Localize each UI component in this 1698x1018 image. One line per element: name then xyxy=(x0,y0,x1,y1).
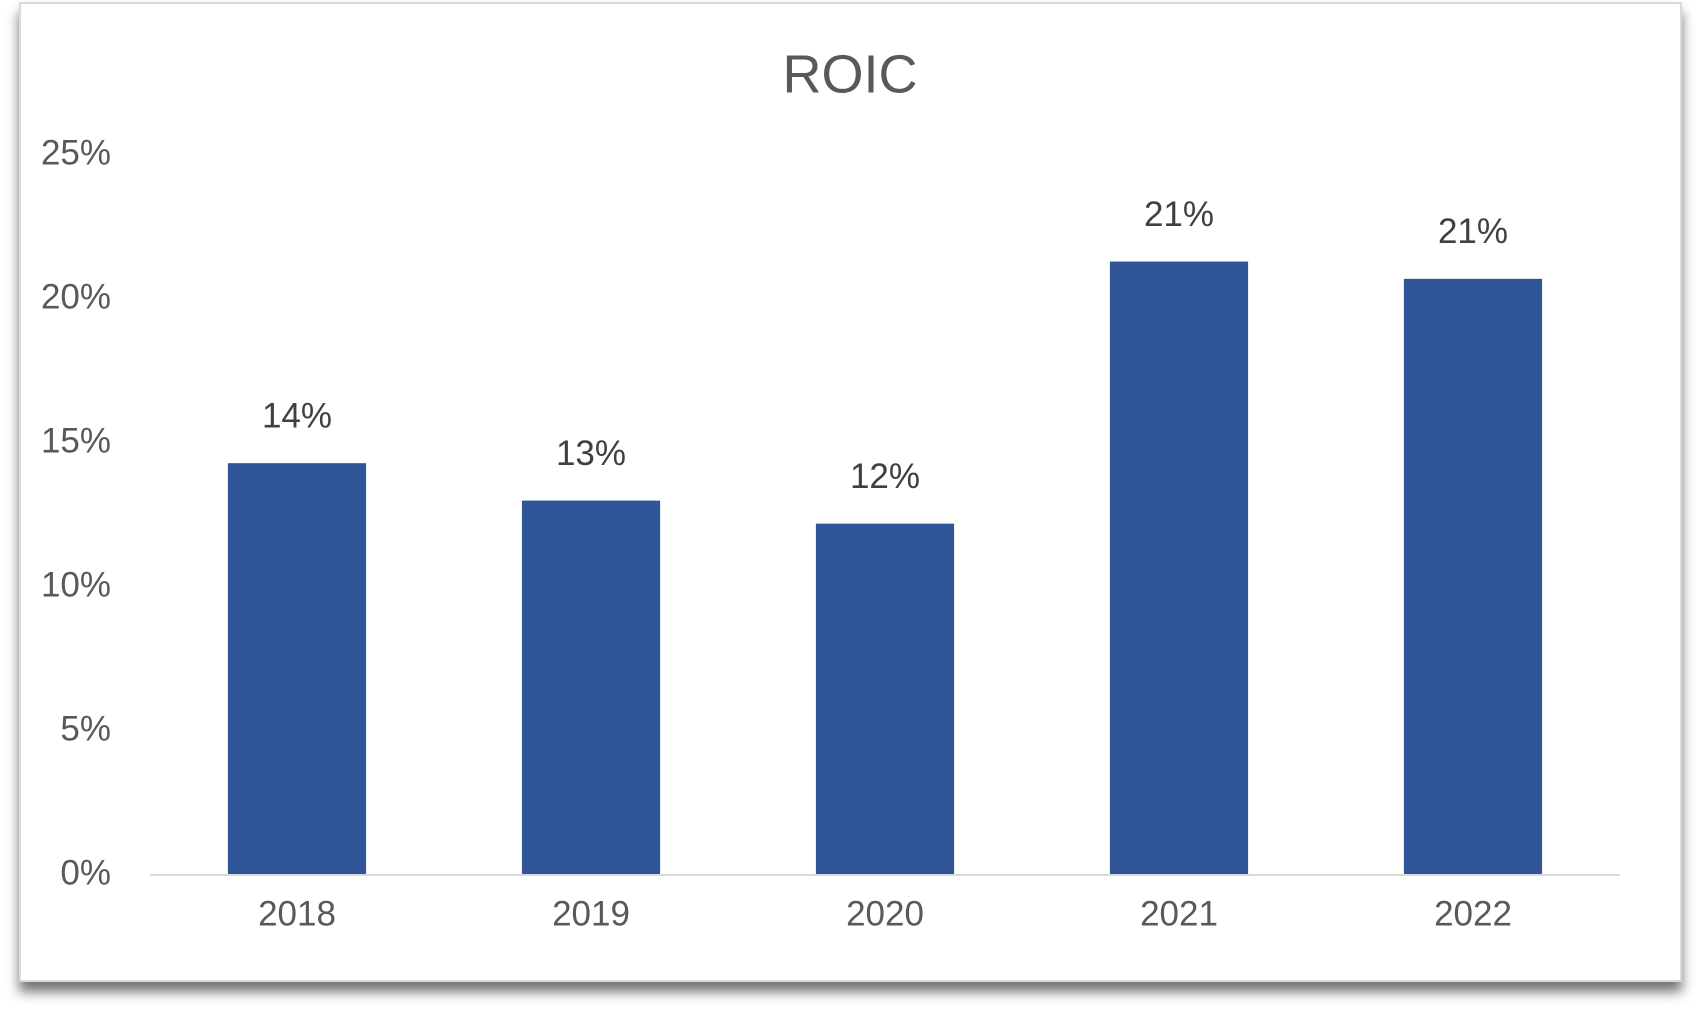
x-tick-label: 2021 xyxy=(1140,894,1218,933)
y-tick-label: 5% xyxy=(60,709,111,748)
x-tick-label: 2018 xyxy=(258,894,336,933)
y-tick-label: 10% xyxy=(41,565,111,604)
x-tick-label: 2022 xyxy=(1434,894,1512,933)
data-label: 21% xyxy=(1144,195,1214,234)
y-tick-label: 25% xyxy=(41,133,111,172)
data-label: 14% xyxy=(262,396,332,435)
y-tick-label: 0% xyxy=(60,853,111,892)
y-tick-label: 15% xyxy=(41,421,111,460)
y-tick-label: 20% xyxy=(41,277,111,316)
bar xyxy=(521,500,661,875)
data-label: 13% xyxy=(556,434,626,473)
data-label: 21% xyxy=(1438,212,1508,251)
bar xyxy=(1109,261,1249,875)
x-tick-label: 2020 xyxy=(846,894,924,933)
bar xyxy=(1403,278,1543,876)
x-tick-label: 2019 xyxy=(552,894,630,933)
data-label: 12% xyxy=(850,457,920,496)
chart-title: ROIC xyxy=(783,44,918,104)
bar xyxy=(815,523,955,875)
bar xyxy=(227,463,367,875)
